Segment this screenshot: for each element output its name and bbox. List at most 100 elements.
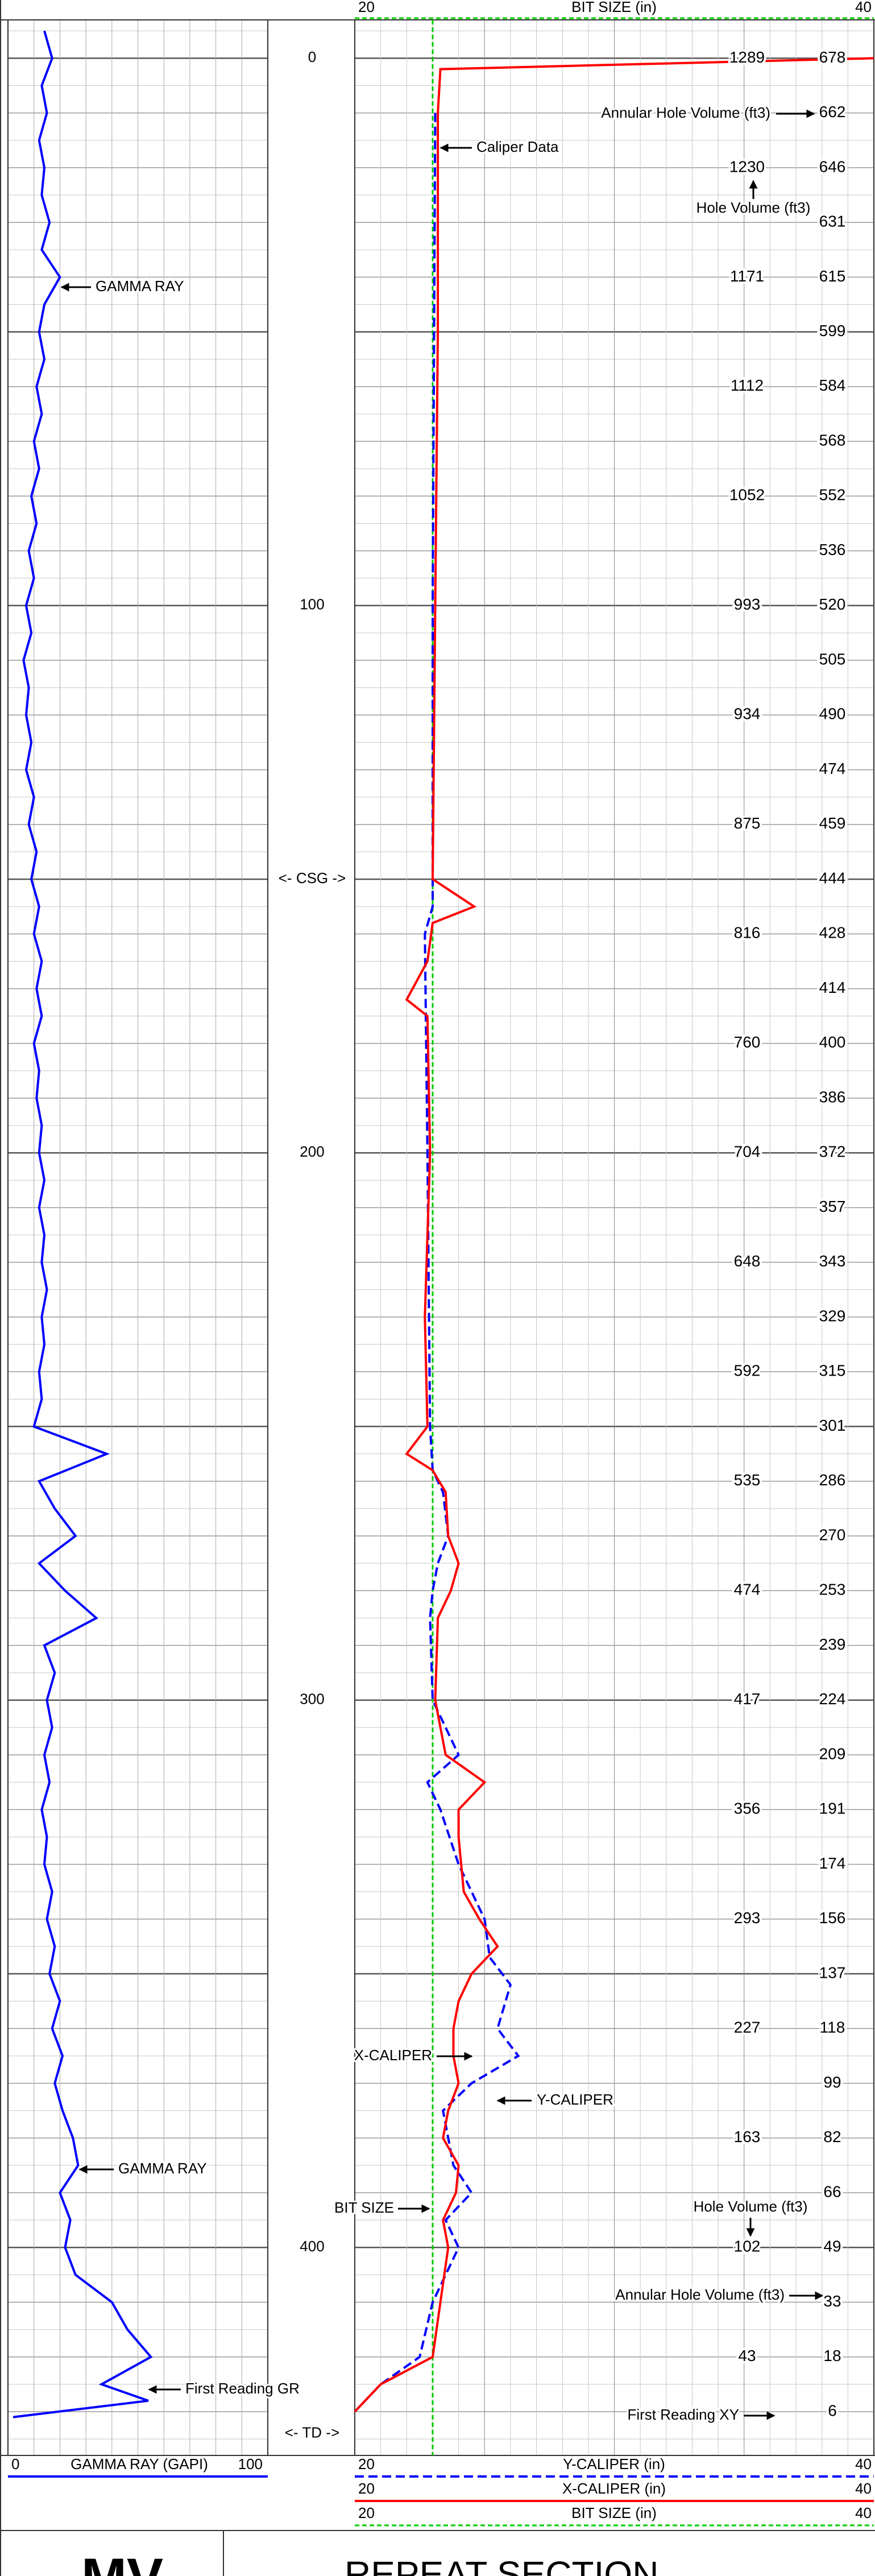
scale-min: 20 [358,2504,375,2521]
labels: Caliper Data Annular Hole Volume (ft3) H… [11,0,872,2576]
annular-volume-label: 315 [819,1362,846,1380]
annotation: Annular Hole Volume (ft3) [615,2286,785,2303]
scale-label: BIT SIZE (in) [571,0,657,15]
annular-volume-label: 118 [820,2019,845,2036]
hole-volume-label: 760 [734,1033,761,1051]
hole-volume-label: 474 [734,1581,761,1598]
hole-volume-label: 648 [734,1252,761,1270]
annular-volume-label: 156 [819,1909,846,1927]
hole-volume-label: 163 [734,2128,761,2146]
depth-label: 300 [300,1691,324,1708]
annular-volume-label: 428 [819,924,846,942]
annular-volume-label: 18 [823,2347,841,2364]
annotation: First Reading XY [627,2406,739,2423]
annular-volume-label: 631 [819,213,846,230]
annular-volume-label: 99 [823,2073,841,2091]
scale-min: 0 [11,2455,19,2473]
scale-max: 40 [855,2504,872,2521]
annotation: X-CALIPER [354,2047,432,2064]
annular-volume-label: 615 [819,267,846,285]
scale-max: 40 [855,2455,872,2473]
annular-volume-label: 33 [823,2292,841,2310]
annular-volume-label: 286 [819,1471,846,1489]
annular-volume-label: 6 [828,2401,837,2419]
annotation: Y-CALIPER [537,2091,613,2108]
hole-volume-label: 592 [734,1362,761,1380]
hole-volume-label: 1230 [729,158,765,175]
annular-volume-label: 678 [819,48,846,66]
hole-volume-label: 535 [734,1471,761,1489]
hole-volume-label: 816 [734,924,761,942]
scale-max: 100 [238,2455,263,2473]
annotation: Caliper Data [476,138,559,155]
depth-label: 0 [308,48,316,65]
annular-volume-label: 414 [819,979,846,996]
scale-label: Y-CALIPER (in) [563,2455,665,2473]
annotation: GAMMA RAY [118,2160,207,2177]
annular-volume-label: 137 [819,1964,846,1981]
annular-volume-label: 599 [819,322,846,339]
hole-volume-label: 1171 [730,267,764,285]
y-caliper-curve [354,113,520,2413]
scale-label: X-CALIPER (in) [562,2480,666,2497]
depth-label: 200 [300,1143,324,1160]
annular-volume-label: 584 [819,376,846,394]
annular-volume-label: 386 [819,1088,846,1105]
annular-volume-label: 536 [819,541,846,558]
gamma-curve [13,30,153,2418]
hole-volume-label: 934 [734,705,761,723]
annotation: BIT SIZE [334,2199,394,2216]
annular-volume-label: 552 [819,486,846,504]
annular-volume-label: 357 [819,1198,846,1215]
scale-label: BIT SIZE (in) [571,2504,657,2521]
scale-min: 20 [358,2455,375,2473]
scale-max: 40 [855,0,872,15]
curves [8,17,874,2527]
annular-volume-label: 459 [819,814,846,832]
depth-marker: <- TD -> [285,2424,339,2441]
annular-volume-label: 343 [819,1252,846,1270]
annular-volume-label: 568 [819,431,846,449]
annular-volume-label: 49 [823,2238,841,2255]
annotation: Annular Hole Volume (ft3) [601,104,770,121]
section-title: REPEAT SECTION [345,2554,658,2576]
annular-volume-label: 490 [819,705,846,723]
annular-volume-label: 191 [819,1800,846,1817]
annular-volume-label: 400 [819,1033,846,1051]
hole-volume-label: 293 [734,1909,761,1927]
annular-volume-label: 82 [823,2128,841,2146]
annular-volume-label: 174 [819,1854,846,1872]
hole-volume-label: 993 [734,595,761,613]
annular-volume-label: 646 [819,158,846,175]
annotation: Hole Volume (ft3) [696,199,811,216]
hole-volume-label: 1112 [731,376,764,394]
annular-volume-label: 301 [819,1417,846,1434]
annular-volume-label: 209 [819,1745,846,1762]
depth-marker: <- CSG -> [279,869,346,887]
hole-volume-label: 875 [734,814,761,832]
annular-volume-label: 444 [819,869,846,887]
annular-volume-label: 270 [819,1526,846,1543]
annular-volume-label: 372 [819,1143,846,1161]
scale-min: 20 [358,2480,375,2497]
hole-volume-label: 227 [734,2019,761,2036]
depth-label: 400 [300,2238,324,2255]
annular-volume-label: 329 [819,1307,846,1324]
annular-volume-label: 66 [823,2182,841,2200]
hole-volume-label: 43 [738,2347,756,2364]
annular-volume-label: 474 [819,760,846,777]
hole-volume-label: 356 [734,1800,761,1817]
hole-volume-label: 1052 [729,486,765,504]
annular-volume-label: 224 [819,1690,846,1708]
hole-volume-label: 417 [734,1690,761,1708]
annular-volume-label: 505 [819,650,846,668]
annotation: GAMMA RAY [96,278,184,295]
hole-volume-label: 1289 [729,48,765,66]
hole-volume-label: 102 [734,2238,761,2255]
scale-min: 20 [358,0,375,15]
annotation: Hole Volume (ft3) [694,2198,808,2215]
hole-volume-label: 704 [734,1143,761,1161]
scale-label: GAMMA RAY (GAPI) [71,2455,208,2473]
